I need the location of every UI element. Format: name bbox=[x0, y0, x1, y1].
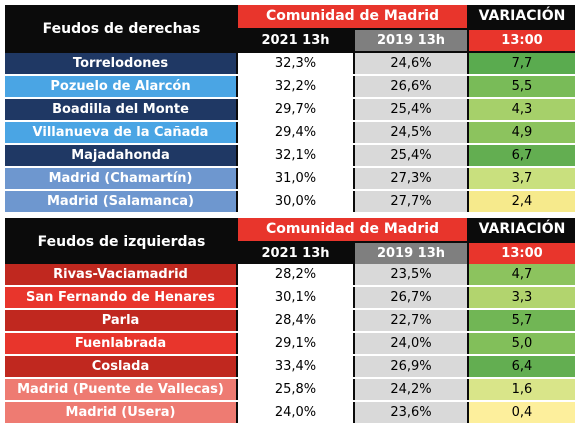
variation-value: 4,7 bbox=[469, 264, 575, 285]
turnout-2019: 26,9% bbox=[355, 356, 467, 377]
turnout-2021: 30,0% bbox=[238, 191, 353, 212]
col-2019-header: 2019 13h bbox=[355, 243, 467, 264]
turnout-2019: 24,2% bbox=[355, 379, 467, 400]
variation-value: 6,4 bbox=[469, 356, 575, 377]
turnout-2019: 24,6% bbox=[355, 53, 467, 74]
turnout-2019: 27,3% bbox=[355, 168, 467, 189]
variation-header: VARIACIÓN bbox=[478, 221, 566, 237]
col-2021-header: 2021 13h bbox=[238, 30, 353, 51]
variation-value: 4,3 bbox=[469, 99, 575, 120]
turnout-2019: 23,6% bbox=[355, 402, 467, 423]
variation-value: 5,0 bbox=[469, 333, 575, 354]
turnout-2021: 33,4% bbox=[238, 356, 353, 377]
table-row: Madrid (Salamanca) 30,0% 27,7% 2,4 bbox=[5, 191, 575, 212]
table-row: Parla 28,4% 22,7% 5,7 bbox=[5, 310, 575, 331]
table-row: Villanueva de la Cañada 29,4% 24,5% 4,9 bbox=[5, 122, 575, 143]
table-row: San Fernando de Henares 30,1% 26,7% 3,3 bbox=[5, 287, 575, 308]
table-row: Fuenlabrada 29,1% 24,0% 5,0 bbox=[5, 333, 575, 354]
variation-value: 1,6 bbox=[469, 379, 575, 400]
turnout-2021: 29,4% bbox=[238, 122, 353, 143]
col-time-header: 13:00 bbox=[469, 243, 575, 264]
municipality-name: Madrid (Salamanca) bbox=[5, 191, 236, 212]
variation-value: 5,5 bbox=[469, 76, 575, 97]
turnout-2021: 24,0% bbox=[238, 402, 353, 423]
municipality-name: Villanueva de la Cañada bbox=[5, 122, 236, 143]
turnout-2019: 26,6% bbox=[355, 76, 467, 97]
turnout-2021: 32,2% bbox=[238, 76, 353, 97]
municipality-name: Boadilla del Monte bbox=[5, 99, 236, 120]
turnout-2019: 24,5% bbox=[355, 122, 467, 143]
variation-value: 5,7 bbox=[469, 310, 575, 331]
table-row: Pozuelo de Alarcón 32,2% 26,6% 5,5 bbox=[5, 76, 575, 97]
municipality-name: Coslada bbox=[5, 356, 236, 377]
table-row: Coslada 33,4% 26,9% 6,4 bbox=[5, 356, 575, 377]
variation-value: 3,7 bbox=[469, 168, 575, 189]
table-row: Rivas-Vaciamadrid 28,2% 23,5% 4,7 bbox=[5, 264, 575, 285]
table-row: Madrid (Usera) 24,0% 23,6% 0,4 bbox=[5, 402, 575, 423]
turnout-2019: 23,5% bbox=[355, 264, 467, 285]
group-header: Comunidad de Madrid bbox=[238, 5, 467, 28]
table-row: Madrid (Chamartín) 31,0% 27,3% 3,7 bbox=[5, 168, 575, 189]
group-header: Comunidad de Madrid bbox=[238, 218, 467, 241]
turnout-2021: 30,1% bbox=[238, 287, 353, 308]
variation-value: 6,7 bbox=[469, 145, 575, 166]
turnout-2019: 25,4% bbox=[355, 99, 467, 120]
municipality-name: Madrid (Usera) bbox=[5, 402, 236, 423]
municipality-name: Majadahonda bbox=[5, 145, 236, 166]
municipality-name: San Fernando de Henares bbox=[5, 287, 236, 308]
variation-value: 0,4 bbox=[469, 402, 575, 423]
turnout-2019: 24,0% bbox=[355, 333, 467, 354]
table-row: Boadilla del Monte 29,7% 25,4% 4,3 bbox=[5, 99, 575, 120]
variation-value: 7,7 bbox=[469, 53, 575, 74]
turnout-2019: 26,7% bbox=[355, 287, 467, 308]
variation-value: 3,3 bbox=[469, 287, 575, 308]
variation-value: 2,4 bbox=[469, 191, 575, 212]
left-wing-table: Feudos de izquierdas Comunidad de Madrid… bbox=[5, 218, 575, 423]
turnout-2019: 25,4% bbox=[355, 145, 467, 166]
municipality-name: Fuenlabrada bbox=[5, 333, 236, 354]
turnout-2021: 29,1% bbox=[238, 333, 353, 354]
col-time-header: 13:00 bbox=[469, 30, 575, 51]
table-title: Feudos de derechas bbox=[42, 21, 201, 37]
right-wing-table: Feudos de derechas Comunidad de Madrid V… bbox=[5, 5, 575, 212]
table-title: Feudos de izquierdas bbox=[37, 234, 206, 250]
municipality-name: Parla bbox=[5, 310, 236, 331]
turnout-2019: 22,7% bbox=[355, 310, 467, 331]
municipality-name: Pozuelo de Alarcón bbox=[5, 76, 236, 97]
turnout-2019: 27,7% bbox=[355, 191, 467, 212]
col-2021-header: 2021 13h bbox=[238, 243, 353, 264]
turnout-2021: 31,0% bbox=[238, 168, 353, 189]
table-row: Madrid (Puente de Vallecas) 25,8% 24,2% … bbox=[5, 379, 575, 400]
turnout-2021: 32,1% bbox=[238, 145, 353, 166]
table-row: Majadahonda 32,1% 25,4% 6,7 bbox=[5, 145, 575, 166]
municipality-name: Rivas-Vaciamadrid bbox=[5, 264, 236, 285]
table-header: Feudos de derechas Comunidad de Madrid V… bbox=[5, 5, 575, 53]
turnout-2021: 25,8% bbox=[238, 379, 353, 400]
turnout-2021: 28,4% bbox=[238, 310, 353, 331]
turnout-2021: 29,7% bbox=[238, 99, 353, 120]
variation-header: VARIACIÓN bbox=[478, 8, 566, 24]
table-header: Feudos de izquierdas Comunidad de Madrid… bbox=[5, 218, 575, 266]
municipality-name: Madrid (Puente de Vallecas) bbox=[5, 379, 236, 400]
table-row: Torrelodones 32,3% 24,6% 7,7 bbox=[5, 53, 575, 74]
municipality-name: Madrid (Chamartín) bbox=[5, 168, 236, 189]
turnout-2021: 28,2% bbox=[238, 264, 353, 285]
variation-value: 4,9 bbox=[469, 122, 575, 143]
turnout-2021: 32,3% bbox=[238, 53, 353, 74]
municipality-name: Torrelodones bbox=[5, 53, 236, 74]
col-2019-header: 2019 13h bbox=[355, 30, 467, 51]
